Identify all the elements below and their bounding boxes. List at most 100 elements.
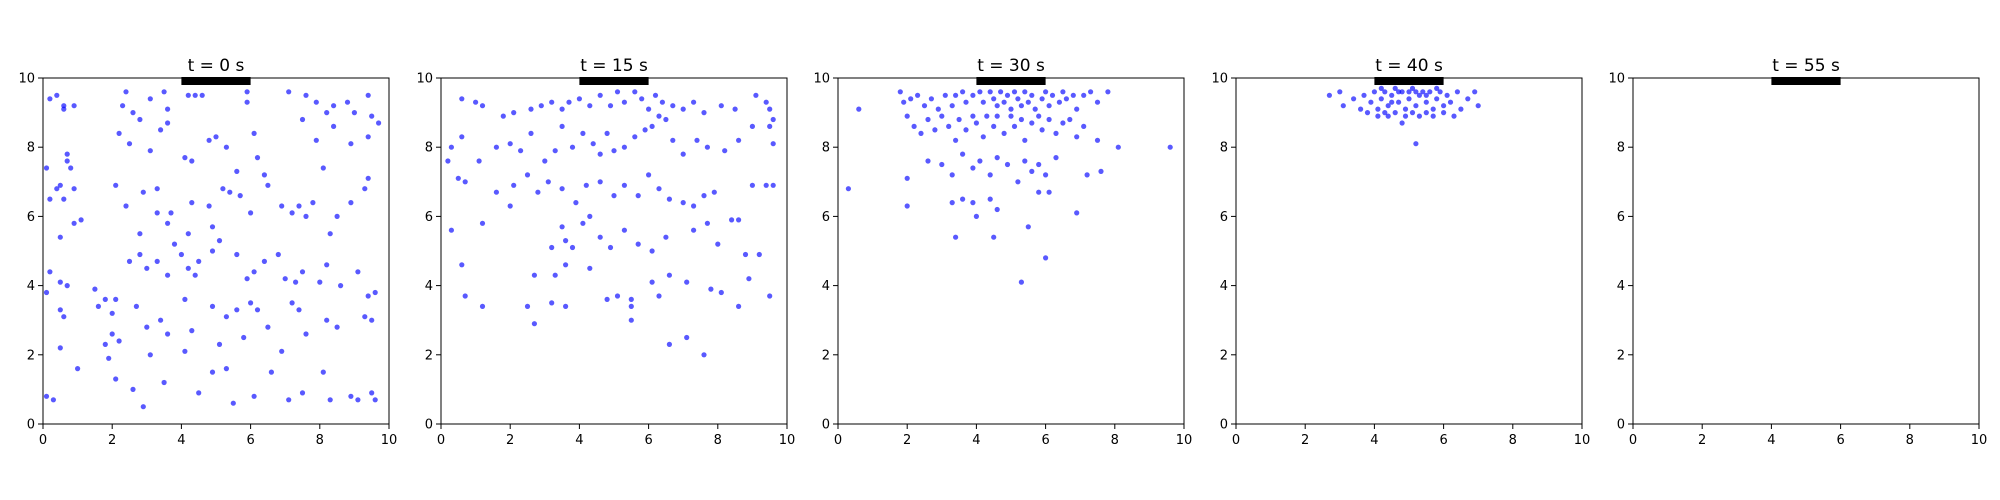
data-point bbox=[939, 113, 945, 119]
data-point bbox=[994, 103, 1000, 109]
data-point bbox=[95, 303, 101, 309]
data-point bbox=[1475, 103, 1481, 109]
data-point bbox=[459, 134, 465, 140]
data-point bbox=[614, 89, 621, 95]
x-axis: 0 2 4 6 8 10 bbox=[1232, 424, 1590, 448]
data-point bbox=[1423, 99, 1429, 105]
data-point bbox=[500, 113, 506, 119]
data-point bbox=[656, 113, 662, 119]
data-point bbox=[980, 134, 986, 140]
data-point bbox=[994, 206, 1000, 213]
data-point bbox=[704, 220, 711, 226]
y-tick-label: 2 bbox=[822, 348, 830, 363]
data-point bbox=[120, 103, 126, 109]
data-point bbox=[43, 393, 50, 399]
data-point bbox=[199, 92, 205, 98]
data-point bbox=[1004, 92, 1011, 98]
data-point bbox=[455, 175, 461, 181]
data-point bbox=[137, 116, 143, 123]
data-point bbox=[223, 366, 229, 372]
data-point bbox=[1039, 127, 1045, 133]
data-point bbox=[666, 196, 673, 202]
data-point bbox=[362, 186, 368, 192]
data-point bbox=[1413, 103, 1419, 109]
data-point bbox=[963, 99, 969, 105]
data-point bbox=[953, 137, 959, 143]
x-axis: 0 2 4 6 8 10 bbox=[437, 424, 795, 448]
data-point bbox=[507, 141, 513, 147]
scatter-panel: t = 55 s 0 2 4 6 8 10 0 2 4 6 8 10 bbox=[1608, 56, 1987, 448]
data-point bbox=[708, 286, 714, 292]
y-axis: 0 2 4 6 8 10 bbox=[18, 72, 43, 433]
data-point bbox=[206, 203, 212, 209]
data-point bbox=[587, 213, 593, 219]
x-tick-label: 2 bbox=[1698, 433, 1706, 448]
data-point bbox=[251, 393, 257, 399]
data-point bbox=[977, 89, 983, 95]
data-point bbox=[192, 272, 198, 278]
data-point bbox=[234, 307, 240, 313]
data-point bbox=[338, 283, 344, 289]
y-tick-label: 10 bbox=[1608, 72, 1625, 87]
data-point bbox=[1451, 113, 1457, 119]
data-points bbox=[43, 89, 382, 410]
data-point bbox=[856, 106, 862, 112]
data-point bbox=[1378, 85, 1384, 91]
data-point bbox=[68, 165, 74, 171]
data-point bbox=[1063, 96, 1069, 102]
data-point bbox=[742, 251, 749, 258]
data-point bbox=[604, 296, 610, 302]
y-tick-label: 8 bbox=[1617, 141, 1625, 156]
data-point bbox=[663, 116, 669, 123]
data-point bbox=[908, 96, 914, 102]
data-point bbox=[1074, 134, 1080, 140]
data-point bbox=[1025, 224, 1031, 230]
data-point bbox=[621, 144, 628, 150]
data-point bbox=[1029, 120, 1035, 126]
data-point bbox=[303, 213, 309, 219]
data-point bbox=[611, 148, 617, 154]
y-tick-label: 0 bbox=[1617, 418, 1625, 433]
data-point bbox=[611, 193, 617, 199]
data-point bbox=[1025, 99, 1031, 105]
data-point bbox=[57, 234, 63, 240]
data-point bbox=[1427, 89, 1433, 95]
data-point bbox=[904, 175, 910, 181]
data-point bbox=[1036, 161, 1042, 168]
y-tick-label: 2 bbox=[425, 348, 433, 363]
data-point bbox=[216, 238, 223, 244]
axes-frame bbox=[42, 77, 390, 425]
data-point bbox=[154, 258, 160, 264]
data-point bbox=[1029, 92, 1035, 98]
data-point bbox=[126, 258, 133, 264]
data-point bbox=[604, 130, 610, 136]
x-tick-label: 2 bbox=[506, 433, 514, 448]
data-point bbox=[64, 283, 70, 289]
data-point bbox=[244, 276, 250, 282]
data-point bbox=[165, 331, 171, 337]
data-point bbox=[47, 96, 53, 102]
data-point bbox=[538, 103, 544, 109]
y-tick-label: 4 bbox=[1220, 279, 1228, 294]
data-point bbox=[977, 158, 983, 164]
y-tick-label: 8 bbox=[27, 141, 35, 156]
data-point bbox=[147, 96, 153, 102]
data-point bbox=[372, 289, 378, 296]
data-point bbox=[691, 203, 697, 209]
data-point bbox=[1454, 89, 1460, 95]
data-point bbox=[196, 258, 202, 264]
y-axis: 0 2 4 6 8 10 bbox=[1211, 72, 1236, 433]
data-point bbox=[209, 224, 216, 230]
data-point bbox=[749, 182, 756, 188]
data-point bbox=[597, 179, 603, 185]
data-point bbox=[1070, 92, 1076, 98]
x-axis: 0 2 4 6 8 10 bbox=[834, 424, 1192, 448]
data-point bbox=[178, 251, 184, 258]
y-tick-label: 8 bbox=[1220, 141, 1228, 156]
data-point bbox=[749, 123, 756, 129]
data-point bbox=[597, 151, 603, 157]
data-point bbox=[57, 307, 63, 313]
data-point bbox=[213, 134, 219, 140]
data-point bbox=[1011, 123, 1018, 129]
data-point bbox=[476, 158, 482, 164]
